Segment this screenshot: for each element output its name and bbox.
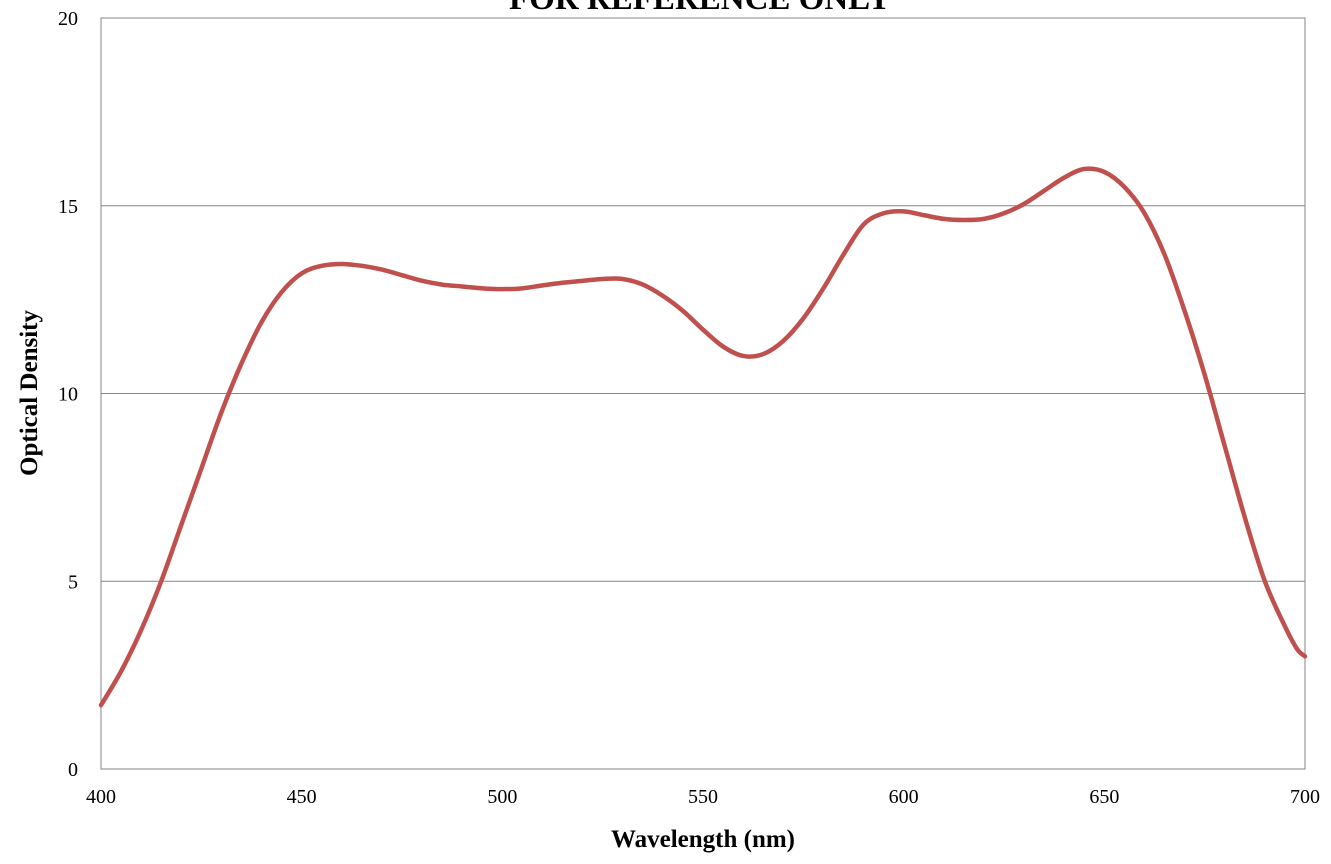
x-tick-label: 700 (1290, 786, 1320, 808)
y-tick-label: 0 (68, 759, 78, 781)
x-tick-label: 650 (1089, 786, 1119, 808)
y-tick-label: 15 (58, 196, 78, 218)
y-axis-ticks: 0 5 10 15 20 (58, 8, 78, 781)
chart-title: FOR REFERENCE ONLY (509, 0, 891, 17)
x-tick-label: 450 (287, 786, 317, 808)
x-axis-title: Wavelength (nm) (611, 826, 795, 853)
y-tick-label: 20 (58, 8, 78, 30)
y-tick-label: 10 (58, 384, 78, 406)
x-tick-label: 600 (889, 786, 919, 808)
x-tick-label: 400 (86, 786, 116, 808)
series-layer (98, 166, 1308, 708)
x-axis-ticks: 400 450 500 550 600 650 700 (86, 786, 1320, 808)
plot-area-border (100, 17, 1306, 770)
gridlines (101, 205, 1305, 582)
series-line-0 (98, 166, 1308, 708)
y-tick-label: 5 (68, 571, 78, 593)
x-tick-label: 550 (688, 786, 718, 808)
y-axis-title: Optical Density (16, 310, 43, 476)
x-tick-label: 500 (487, 786, 517, 808)
